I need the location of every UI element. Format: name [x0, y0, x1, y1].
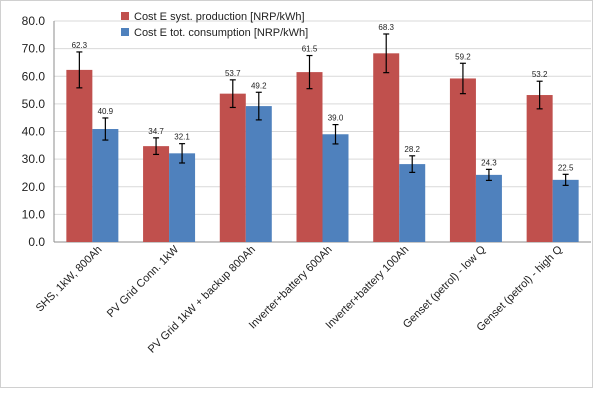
data-label: 22.5	[558, 163, 574, 172]
data-label: 34.7	[148, 127, 164, 136]
x-tick-label: Genset (petrol) - high Q	[475, 243, 566, 334]
data-label: 61.5	[302, 45, 318, 54]
legend-label: Cost E tot. consumption [NRP/kWh]	[134, 27, 308, 39]
bar	[92, 129, 119, 242]
data-label: 68.3	[378, 23, 394, 32]
bar	[219, 93, 246, 242]
data-label: 32.1	[174, 133, 190, 142]
data-label: 40.9	[98, 107, 114, 116]
data-label: 59.2	[455, 52, 471, 61]
x-tick-label: PV Grid Conn. 1kW	[105, 243, 182, 320]
data-label: 28.2	[404, 145, 420, 154]
bar	[296, 72, 323, 242]
data-label: 49.2	[251, 81, 267, 90]
x-tick-label: Inverter+battery 600Ah	[247, 244, 335, 332]
data-label: 62.3	[72, 41, 88, 50]
bar	[449, 78, 476, 243]
y-tick-label: 80.0	[22, 14, 46, 28]
y-tick-label: 70.0	[22, 42, 46, 56]
y-tick-label: 40.0	[22, 125, 46, 139]
bar	[322, 134, 349, 242]
bar	[475, 174, 502, 242]
y-tick-label: 10.0	[22, 207, 46, 221]
x-tick-label: Genset (petrol) - low Q	[401, 243, 488, 330]
bar	[526, 95, 553, 242]
data-label: 24.3	[481, 158, 497, 167]
x-tick-label: Inverter+battery 100Ah	[323, 244, 411, 332]
bar	[245, 106, 272, 243]
y-tick-label: 0.0	[28, 235, 45, 249]
y-tick-label: 60.0	[22, 69, 46, 83]
bar	[169, 153, 196, 242]
data-label: 53.7	[225, 69, 241, 78]
data-label: 39.0	[328, 114, 344, 123]
legend-label: Cost E syst. production [NRP/kWh]	[134, 11, 305, 23]
bar	[66, 69, 93, 243]
y-tick-label: 50.0	[22, 97, 46, 111]
bar	[143, 146, 170, 242]
bar	[373, 53, 400, 242]
bar	[552, 179, 579, 242]
y-tick-label: 30.0	[22, 152, 46, 166]
y-tick-label: 20.0	[22, 180, 46, 194]
bar	[399, 164, 426, 242]
legend-swatch	[121, 12, 129, 20]
x-tick-label: SHS, 1kW, 800Ah	[34, 244, 105, 315]
legend-swatch	[121, 28, 129, 36]
data-label: 53.2	[532, 70, 548, 79]
